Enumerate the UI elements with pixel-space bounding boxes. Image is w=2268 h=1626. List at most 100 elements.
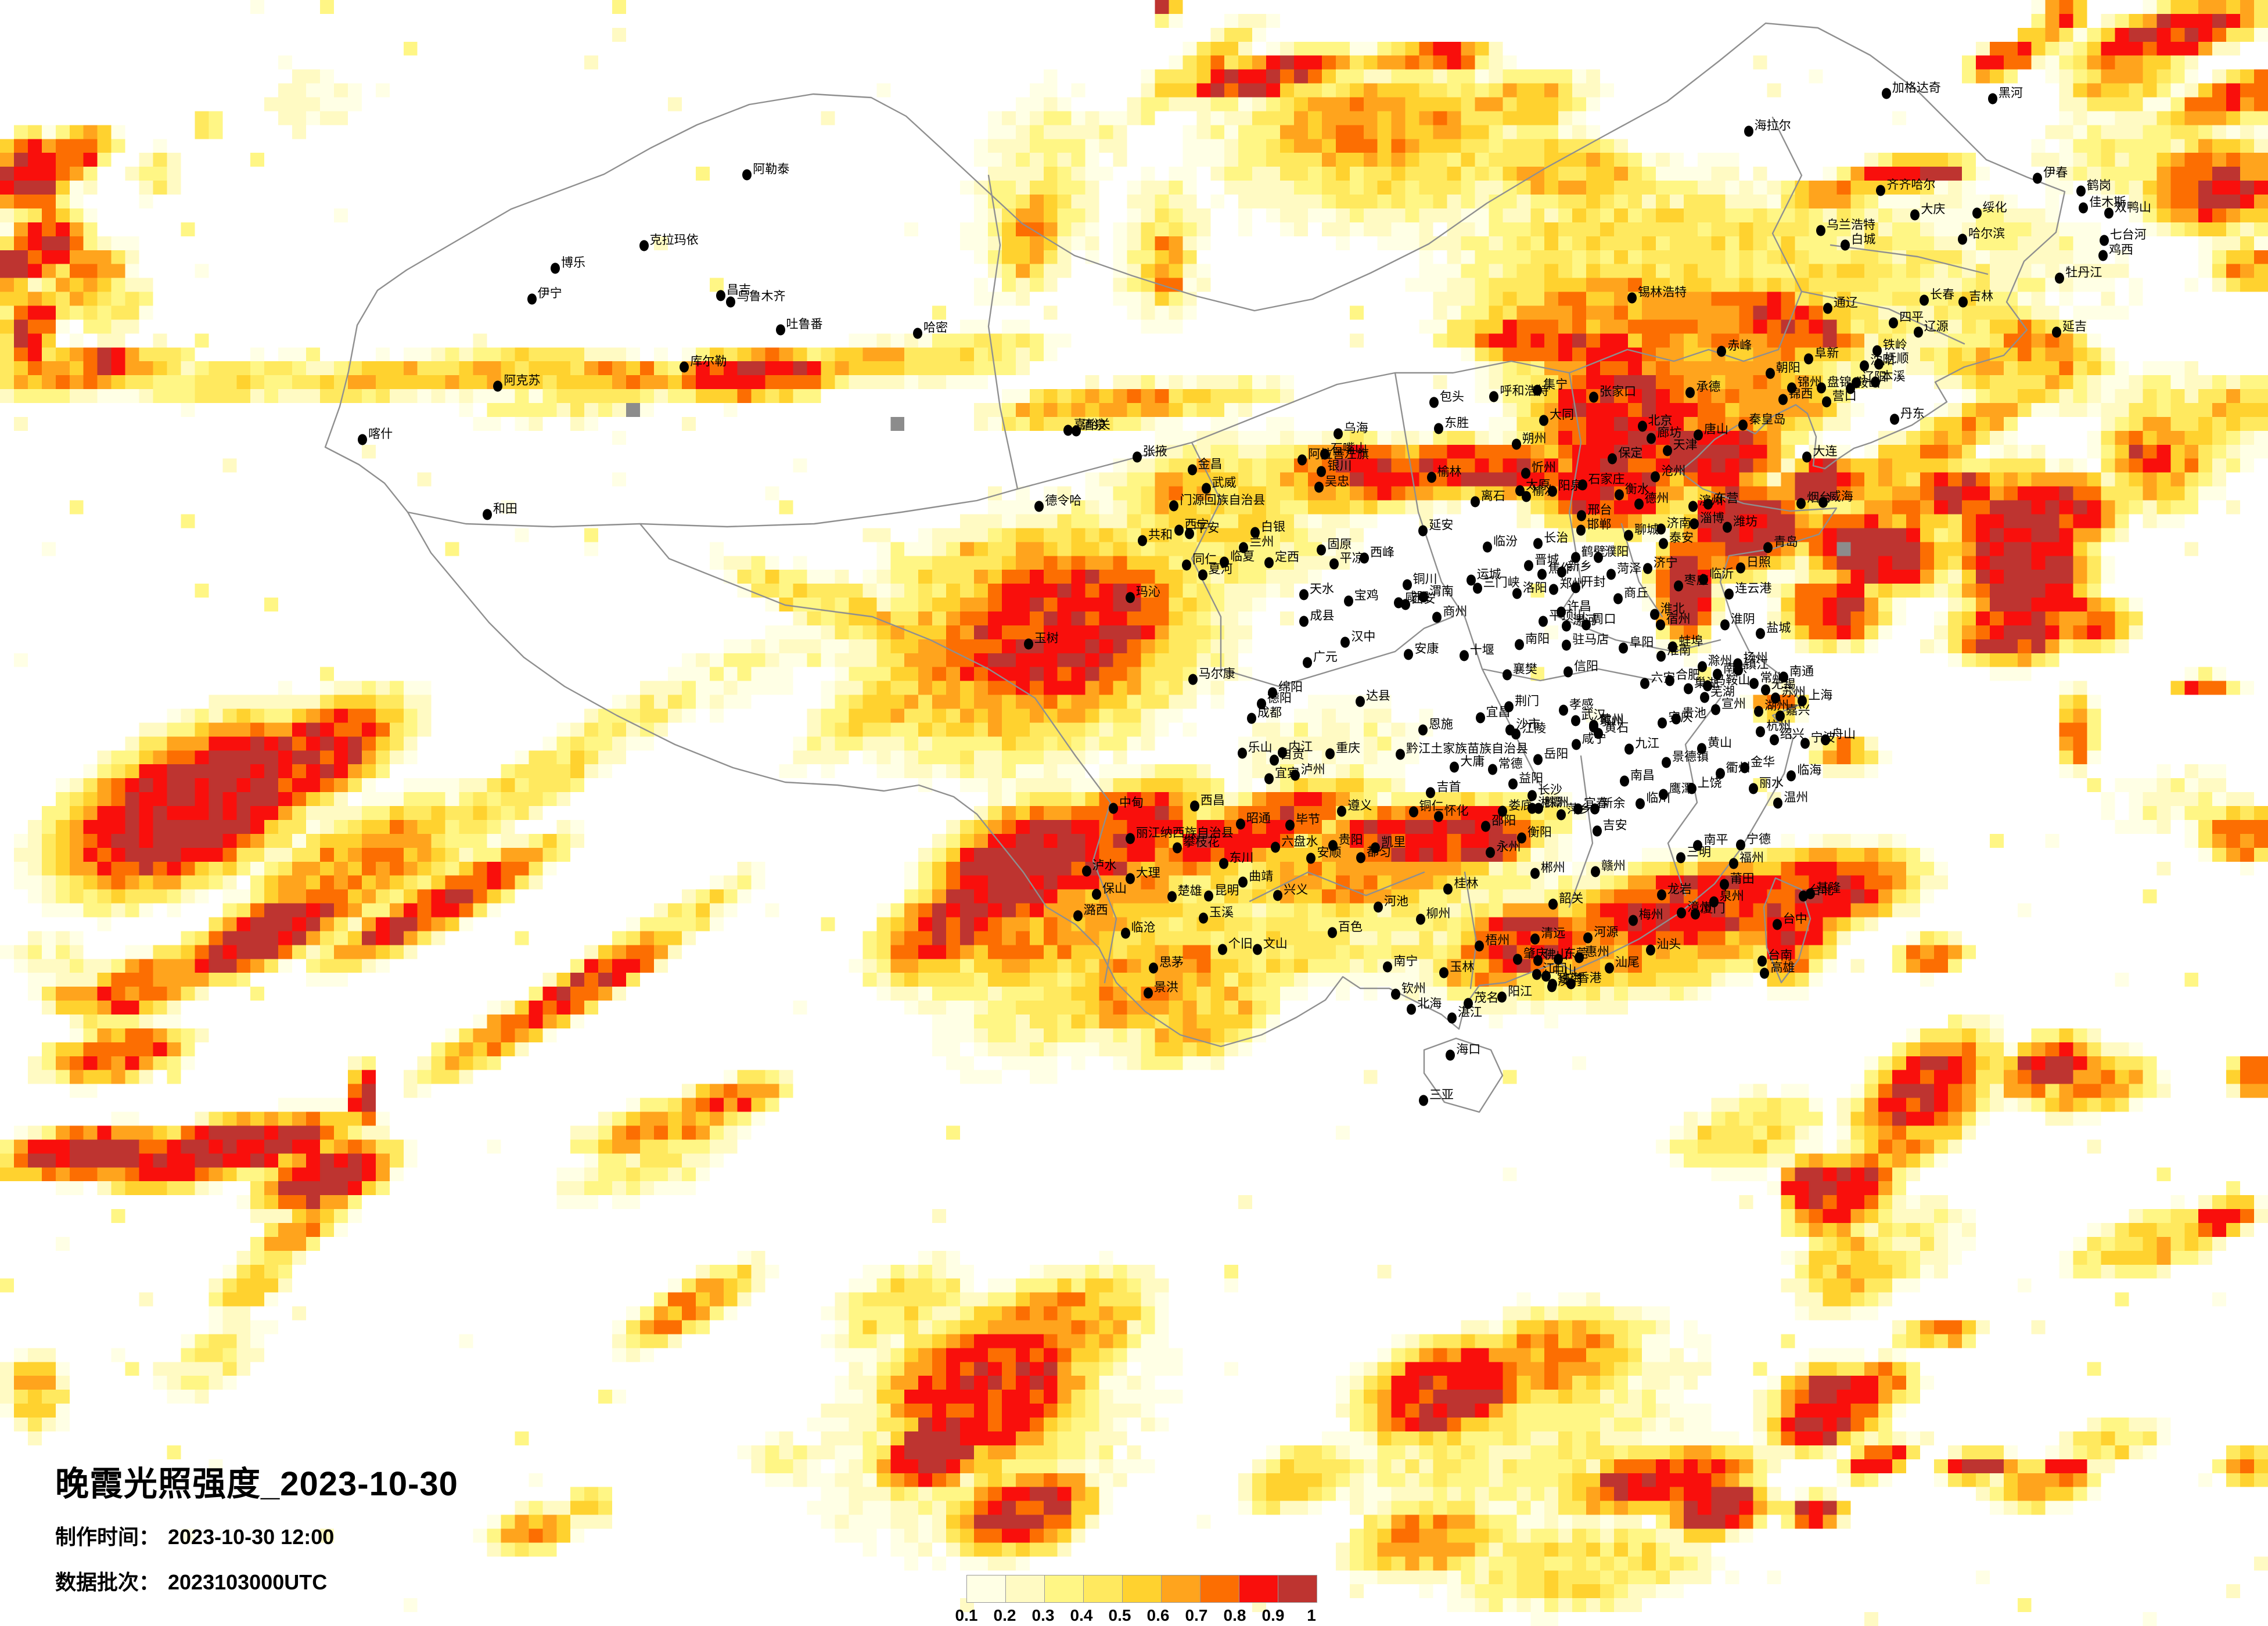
city-label: 辽源 [1924, 319, 1949, 333]
city-label: 铜川 [1412, 572, 1437, 586]
city-dot [1269, 754, 1279, 766]
city-label: 白城 [1851, 233, 1876, 247]
city-dot [1757, 955, 1767, 967]
city-dot [1606, 569, 1616, 580]
city-dot [1816, 225, 1825, 236]
city-label: 周口 [1591, 613, 1616, 627]
city-dot [1267, 687, 1277, 699]
city-dot [527, 293, 537, 305]
city-dot [1450, 761, 1460, 773]
city-label: 开封 [1581, 575, 1606, 589]
city-label: 铁岭 [1882, 339, 1907, 352]
city-dot [1299, 589, 1309, 600]
city-label: 大同 [1550, 408, 1575, 422]
city-dot [1390, 988, 1400, 1000]
city-label: 晋城 [1534, 553, 1559, 567]
legend-tick-label: 1 [1307, 1606, 1316, 1624]
city-label: 盐城 [1766, 621, 1791, 635]
city-dot [1511, 728, 1521, 740]
city-dot [2033, 172, 2043, 184]
city-label: 阿拉善左旗 [1308, 448, 1370, 462]
city-label: 驻马店 [1572, 633, 1609, 647]
city-label: 南昌 [1630, 769, 1655, 783]
city-dot [1719, 879, 1729, 890]
city-label: 宿州 [1666, 612, 1691, 626]
city-dot [1404, 649, 1414, 660]
city-dot [1374, 901, 1383, 913]
legend-swatch [1200, 1575, 1239, 1603]
city-label: 常州 [1760, 671, 1785, 685]
city-label: 三亚 [1429, 1088, 1454, 1102]
city-label: 牡丹江 [2065, 265, 2102, 279]
city-dot [1418, 591, 1428, 603]
city-label: 福州 [1739, 851, 1764, 865]
city-label: 韶关 [1559, 891, 1584, 905]
city-label: 贵池 [1681, 707, 1706, 721]
city-label: 武汉 [1581, 708, 1606, 722]
city-dot [1604, 962, 1614, 974]
city-dot [1563, 666, 1573, 678]
city-label: 绵阳 [1278, 681, 1303, 695]
city-label: 石嘴山 [1330, 441, 1367, 455]
city-dot [1182, 559, 1192, 571]
legend-swatches [966, 1575, 1317, 1603]
city-dot [1407, 1003, 1417, 1015]
city-dot [1137, 535, 1147, 546]
city-label: 太原 [1526, 478, 1551, 492]
city-label: 克拉玛依 [649, 233, 699, 247]
city-dot [1432, 611, 1442, 623]
city-dot [1400, 599, 1410, 610]
city-dot [1120, 927, 1130, 939]
city-label: 金华 [1751, 755, 1775, 769]
city-label: 河源 [1594, 926, 1619, 940]
city-dot [1642, 563, 1652, 574]
city-dot [1247, 713, 1256, 724]
city-dot [1734, 664, 1744, 676]
city-label: 安康 [1414, 642, 1439, 656]
city-label: 娄底 [1508, 799, 1533, 813]
city-label: 德令哈 [1045, 494, 1082, 508]
city-dot [1184, 528, 1194, 539]
city-label: 惠州 [1585, 945, 1610, 959]
batch-value: 2023103000UTC [168, 1570, 328, 1594]
city-dot [1512, 588, 1522, 599]
city-dot [1533, 538, 1543, 549]
city-dot [1772, 919, 1782, 930]
city-dot [1841, 239, 1850, 251]
city-dot [1748, 783, 1758, 794]
city-dot [1530, 933, 1540, 945]
city-label: 楚雄 [1177, 884, 1202, 898]
city-dot [1821, 396, 1831, 408]
city-dot [2079, 202, 2089, 214]
city-dot [1570, 715, 1580, 726]
city-label: 共和 [1148, 528, 1173, 542]
city-label: 东营 [1714, 491, 1739, 505]
city-dot [1562, 639, 1572, 651]
city-label: 江陵 [1522, 722, 1547, 736]
city-dot [1252, 944, 1262, 955]
city-label: 怀化 [1444, 804, 1469, 818]
city-dot [1573, 803, 1583, 815]
city-dot [1575, 952, 1584, 963]
city-dot [1504, 701, 1514, 713]
city-label: 渭南 [1429, 585, 1454, 599]
city-dot [1646, 944, 1656, 956]
city-label: 昭通 [1246, 811, 1271, 825]
city-dot [1720, 619, 1730, 631]
city-label: 朝阳 [1775, 361, 1800, 375]
city-dot [1071, 425, 1081, 437]
city-dot [1876, 185, 1886, 196]
city-label: 德州 [1644, 491, 1669, 505]
city-label: 景洪 [1153, 980, 1178, 994]
city-label: 大庸 [1460, 754, 1485, 768]
city-label: 本溪 [1881, 369, 1906, 383]
city-label: 安庆 [1668, 710, 1693, 724]
city-dot [1656, 889, 1666, 901]
city-label: 门源回族自治县 [1180, 494, 1266, 508]
city-dot [1023, 638, 1033, 650]
city-dot [1624, 743, 1634, 755]
city-label: 夏河 [1208, 563, 1233, 577]
legend-swatch [1005, 1575, 1045, 1603]
city-dot [1592, 825, 1602, 836]
legend-swatch [1161, 1575, 1201, 1603]
